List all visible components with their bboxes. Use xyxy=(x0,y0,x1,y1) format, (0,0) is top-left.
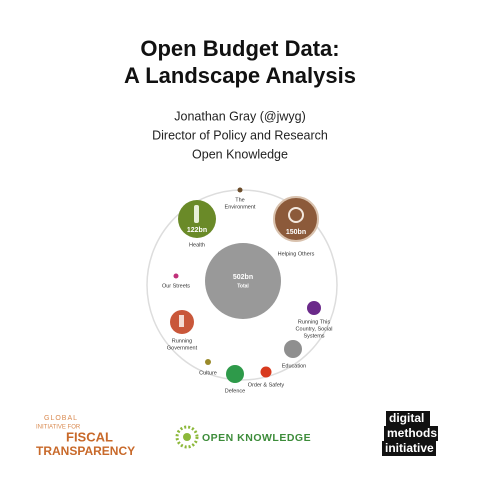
node-label: Helping Others xyxy=(278,251,315,257)
node-label: Our Streets xyxy=(162,283,190,289)
logo-box xyxy=(384,426,438,441)
node-label: Running This xyxy=(298,319,331,325)
title-line: Open Budget Data: xyxy=(140,36,339,61)
gift-logo: GLOBAL INITIATIVE FOR FISCAL TRANSPARENC… xyxy=(36,415,135,458)
title-line: A Landscape Analysis xyxy=(124,63,356,88)
node xyxy=(260,366,272,378)
center-label: Total xyxy=(237,283,249,289)
logo-mark xyxy=(175,425,199,449)
role: Director of Policy and Research xyxy=(152,128,328,142)
node xyxy=(273,196,319,242)
logo-mark xyxy=(183,433,191,441)
node-label: Defence xyxy=(225,388,246,394)
node-label: The xyxy=(235,197,244,203)
node xyxy=(173,273,179,279)
node-label: Education xyxy=(282,363,306,369)
node-label: Health xyxy=(189,242,205,248)
icon xyxy=(194,205,199,223)
okf-logo: OPEN KNOWLEDGE xyxy=(175,425,311,449)
node xyxy=(226,365,244,383)
node-label: Government xyxy=(167,345,198,351)
node-label: Country, Social xyxy=(296,326,333,332)
node xyxy=(284,340,302,358)
logo-box xyxy=(382,441,436,456)
node xyxy=(237,187,243,193)
node-label: Environment xyxy=(225,204,256,210)
diagram: 502bn Total The Environment 122bn Health… xyxy=(146,187,338,394)
node-amount: 122bn xyxy=(187,227,207,234)
center-amount: 502bn xyxy=(233,274,253,281)
node-amount: 150bn xyxy=(286,229,306,236)
node-label: Systems xyxy=(303,333,324,339)
node-label: Culture xyxy=(199,370,217,376)
icon xyxy=(179,315,184,327)
logo-box xyxy=(386,411,430,426)
logo-text: INITIATIVE FOR xyxy=(36,425,81,431)
node xyxy=(307,301,321,315)
node-label: Running xyxy=(172,338,193,344)
organization: Open Knowledge xyxy=(192,147,288,161)
logo-text: FISCAL xyxy=(66,429,113,444)
dmi-logo: digital methods initiative xyxy=(382,411,438,456)
author: Jonathan Gray (@jwyg) xyxy=(174,109,306,123)
logo-text: digital xyxy=(389,411,424,425)
node xyxy=(205,359,211,365)
logo-text: methods xyxy=(387,426,437,440)
icon xyxy=(288,207,304,223)
center-circle xyxy=(205,243,281,319)
node-label: Order & Safety xyxy=(248,382,285,388)
logo-text: GLOBAL xyxy=(44,415,78,422)
logo-text: TRANSPARENCY xyxy=(36,444,135,458)
logo-text: initiative xyxy=(385,441,434,455)
logo-text: OPEN KNOWLEDGE xyxy=(202,432,311,444)
